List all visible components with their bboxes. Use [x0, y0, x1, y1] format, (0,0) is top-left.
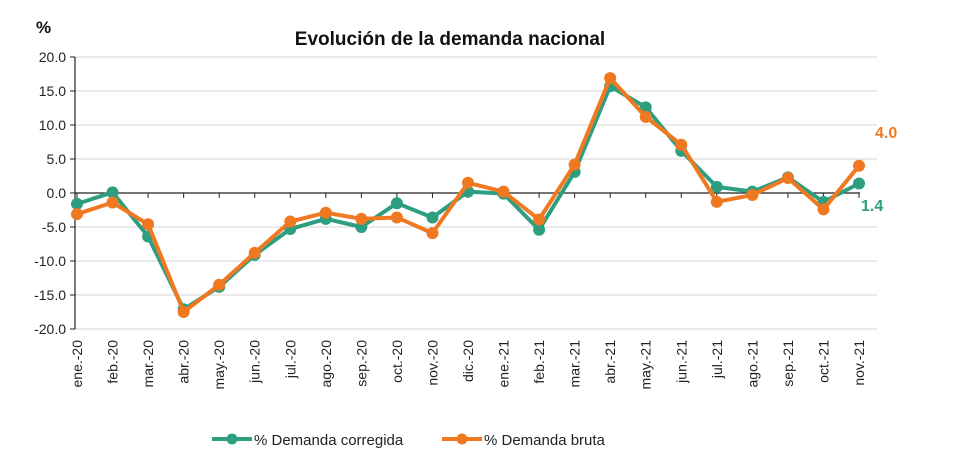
data-point: [213, 278, 226, 291]
legend-item-demanda-bruta: % Demanda bruta: [442, 432, 606, 449]
data-point: [639, 101, 652, 114]
data-point: [426, 227, 439, 240]
data-point: [106, 196, 119, 209]
x-axis-ticks: ene.-20 feb.-20 mar.-20 abr.-20 may.-20 jun.-…: [69, 193, 867, 390]
data-point: [248, 246, 261, 259]
y-tick-label: 5.0: [47, 151, 67, 167]
x-tick-label: oct.-21: [815, 340, 831, 383]
y-tick-label: -10.0: [34, 253, 66, 269]
x-tick-label: may.-20: [211, 340, 227, 390]
data-point: [177, 306, 190, 318]
data-point: [462, 176, 474, 189]
y-tick-label: 0.0: [47, 185, 67, 201]
data-point: [497, 185, 510, 198]
data-point: [781, 172, 794, 185]
y-tick-label: -20.0: [34, 321, 66, 337]
annotations: 4.0 1.4: [861, 125, 897, 215]
annotation-demanda-bruta-last: 4.0: [875, 125, 897, 142]
chart-title: Evolución de la demanda nacional: [295, 29, 605, 50]
series-group: [71, 72, 865, 318]
data-point: [106, 186, 119, 199]
y-axis-ticks: 20.0 15.0 10.0 5.0 0.0 -5.0 -10.0 -15.0 -20.0: [34, 49, 75, 337]
series-demanda-bruta: [71, 72, 865, 318]
x-tick-label: feb.-20: [105, 340, 121, 384]
x-tick-label: feb.-21: [531, 340, 547, 384]
data-point: [355, 212, 368, 225]
x-tick-label: sep.-21: [780, 340, 796, 387]
data-point: [710, 180, 723, 193]
x-tick-label: mar.-20: [140, 340, 156, 388]
annotation-demanda-corregida-last: 1.4: [861, 198, 883, 215]
x-tick-label: ene.-21: [496, 340, 512, 388]
data-point: [568, 158, 581, 171]
x-tick-label: jun.-21: [673, 340, 689, 384]
legend-label: % Demanda bruta: [484, 432, 606, 449]
x-tick-label: ago.-21: [744, 340, 760, 388]
data-point: [319, 206, 332, 219]
legend-swatch-marker: [456, 433, 468, 445]
data-point: [426, 211, 439, 224]
data-point: [533, 213, 546, 226]
y-tick-label: 15.0: [39, 83, 66, 99]
data-point: [604, 72, 617, 85]
legend: % Demanda corregida % Demanda bruta: [212, 432, 606, 449]
x-tick-label: may.-21: [638, 340, 654, 390]
data-point: [390, 197, 403, 210]
data-point: [817, 203, 830, 216]
data-point: [746, 189, 759, 202]
legend-item-demanda-corregida: % Demanda corregida: [212, 432, 404, 449]
y-tick-label: 10.0: [39, 117, 66, 133]
data-point: [533, 223, 546, 236]
data-point: [639, 110, 652, 123]
x-tick-label: sep.-20: [353, 340, 369, 387]
data-point: [675, 138, 688, 151]
data-point: [853, 177, 865, 190]
data-point: [142, 218, 155, 231]
y-tick-label: 20.0: [39, 49, 66, 65]
data-point: [710, 195, 723, 208]
legend-swatch-marker: [226, 433, 238, 445]
x-tick-label: ago.-20: [318, 340, 334, 388]
x-tick-label: ene.-20: [69, 340, 85, 388]
data-point: [390, 211, 403, 224]
data-point: [284, 215, 297, 228]
legend-label: % Demanda corregida: [254, 432, 404, 449]
x-tick-label: nov.-20: [424, 340, 440, 386]
x-tick-label: abr.-20: [176, 340, 192, 384]
data-point: [71, 197, 83, 210]
data-point: [853, 159, 865, 172]
y-tick-label: -15.0: [34, 287, 66, 303]
x-tick-label: abr.-21: [602, 340, 618, 384]
x-tick-label: jul.-21: [709, 340, 725, 379]
y-tick-label: -5.0: [42, 219, 66, 235]
x-tick-label: mar.-21: [567, 340, 583, 388]
x-tick-label: nov.-21: [851, 340, 867, 386]
x-tick-label: oct.-20: [389, 340, 405, 383]
x-tick-label: jun.-20: [247, 340, 263, 384]
data-point: [71, 208, 83, 221]
x-tick-label: jul.-20: [282, 340, 298, 379]
x-tick-label: dic.-20: [460, 340, 476, 382]
y-axis-unit-label: %: [36, 18, 51, 37]
